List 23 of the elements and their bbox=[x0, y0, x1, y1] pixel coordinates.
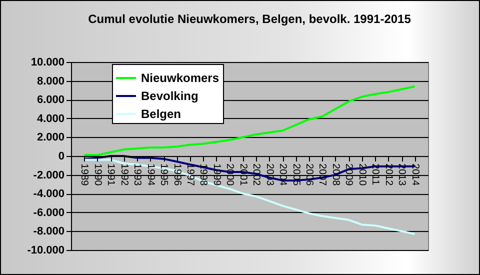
x-tick-label: 2014 bbox=[409, 164, 420, 186]
legend-label: Belgen bbox=[141, 107, 182, 121]
legend-label: Nieuwkomers bbox=[141, 71, 220, 85]
y-tick-label: 8.000 bbox=[36, 75, 64, 88]
chart-title: Cumul evolutie Nieuwkomers, Belgen, bevolk. 1991-2015 bbox=[88, 12, 412, 26]
x-tick-label: 2012 bbox=[382, 164, 394, 186]
y-tick-label: -4.000 bbox=[33, 188, 64, 200]
y-tick-label: 10.000 bbox=[30, 56, 64, 68]
x-tick-label: 2013 bbox=[396, 164, 408, 186]
x-tick-label: 2008 bbox=[330, 164, 341, 186]
line-series bbox=[83, 85, 416, 156]
x-tick-label: 1997 bbox=[184, 164, 196, 186]
y-tick-label: 4.000 bbox=[36, 112, 64, 125]
y-tick-label: -8.000 bbox=[33, 226, 64, 238]
x-tick-label: 2010 bbox=[356, 164, 368, 186]
y-tick-label: 0 bbox=[58, 150, 64, 162]
y-tick-label: 6.000 bbox=[36, 94, 64, 106]
y-tick-label: -2.000 bbox=[33, 169, 64, 182]
y-tick-label: -6.000 bbox=[33, 206, 64, 219]
x-tick-label: 2011 bbox=[370, 164, 381, 186]
y-tick-label: -10.000 bbox=[27, 244, 64, 256]
legend-label: Bevolking bbox=[141, 89, 198, 103]
y-tick-label: 2.000 bbox=[36, 132, 64, 144]
